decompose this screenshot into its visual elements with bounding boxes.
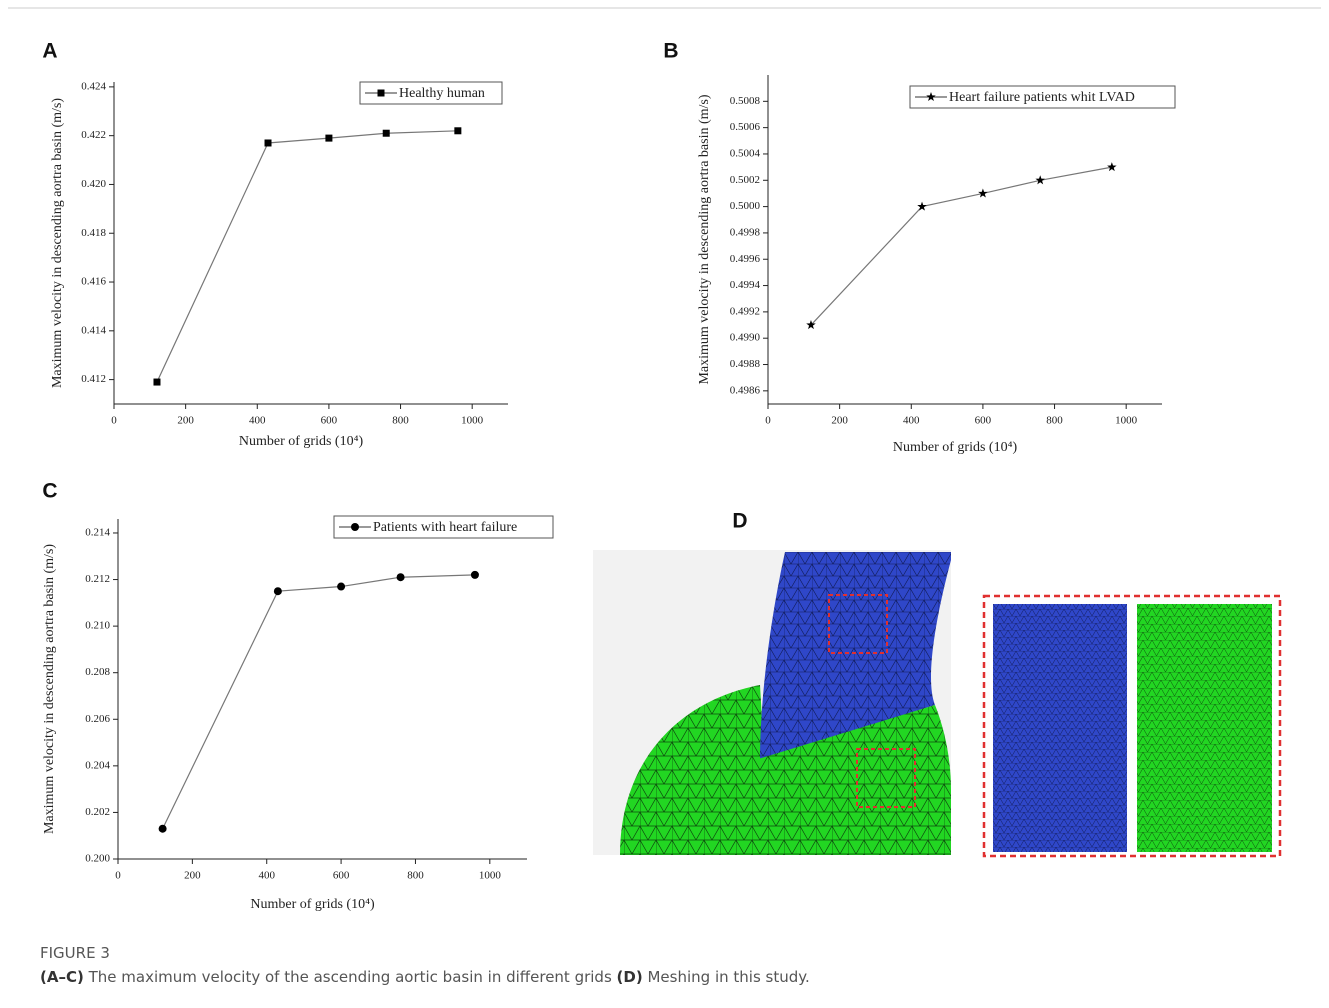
y-tick-label: 0.204 <box>85 759 110 771</box>
panel-label: D <box>732 510 747 533</box>
x-tick-label: 600 <box>975 415 992 427</box>
x-tick-label: 0 <box>111 415 117 427</box>
y-tick-label: 0.4998 <box>730 226 761 238</box>
x-axis-title: Number of grids (10⁴) <box>250 897 375 912</box>
y-tick-label: 0.414 <box>81 324 106 336</box>
panel-label: C <box>42 480 57 503</box>
panel-label: B <box>663 40 678 63</box>
legend-label: Healthy human <box>399 86 485 101</box>
x-axis-title: Number of grids (10⁴) <box>239 434 364 449</box>
mesh-zoom-blue <box>993 604 1127 852</box>
x-tick-label: 800 <box>392 415 409 427</box>
marker <box>454 127 461 134</box>
y-tick-label: 0.424 <box>81 80 106 92</box>
y-axis-title: Maximum velocity in descending aortra ba… <box>42 544 57 834</box>
x-tick-label: 200 <box>184 870 201 882</box>
legend: Patients with heart failure <box>334 516 553 538</box>
x-tick-label: 1000 <box>1115 415 1138 427</box>
marker <box>153 379 160 386</box>
x-tick-label: 600 <box>321 415 338 427</box>
x-tick-label: 0 <box>765 415 771 427</box>
y-tick-label: 0.4988 <box>730 358 761 370</box>
y-tick-label: 0.416 <box>81 276 106 288</box>
y-tick-label: 0.208 <box>85 666 110 678</box>
caption-part: The maximum velocity of the ascending ao… <box>84 968 617 986</box>
y-tick-label: 0.206 <box>85 713 110 725</box>
y-tick-label: 0.200 <box>85 853 110 865</box>
x-tick-label: 600 <box>333 870 350 882</box>
series-line <box>163 575 475 829</box>
legend-label: Patients with heart failure <box>373 520 517 535</box>
legend: Healthy human <box>360 82 502 104</box>
x-tick-label: 400 <box>903 415 920 427</box>
marker <box>1035 175 1045 184</box>
y-tick-label: 0.412 <box>81 373 106 385</box>
marker <box>471 571 479 579</box>
marker <box>325 135 332 142</box>
y-tick-label: 0.5004 <box>730 147 761 159</box>
mesh-zoom-green <box>1137 604 1272 852</box>
y-tick-label: 0.418 <box>81 227 106 239</box>
y-tick-label: 0.4986 <box>730 384 761 396</box>
x-tick-label: 400 <box>258 870 275 882</box>
series-line <box>811 167 1112 325</box>
caption-part: (A–C) <box>40 968 84 986</box>
y-tick-label: 0.5008 <box>730 95 761 107</box>
x-tick-label: 800 <box>1046 415 1063 427</box>
y-tick-label: 0.5000 <box>730 200 761 212</box>
x-tick-label: 0 <box>115 870 121 882</box>
marker <box>383 130 390 137</box>
series-line <box>157 131 458 382</box>
marker <box>397 573 405 581</box>
y-tick-label: 0.5006 <box>730 121 761 133</box>
caption-part: Meshing in this study. <box>643 968 810 986</box>
y-axis-title: Maximum velocity in descending aortra ba… <box>697 94 712 384</box>
y-axis-title: Maximum velocity in descending aortra ba… <box>50 98 65 388</box>
y-tick-label: 0.4990 <box>730 332 761 344</box>
x-tick-label: 1000 <box>461 415 484 427</box>
y-tick-label: 0.4992 <box>730 305 760 317</box>
mesh-image <box>593 550 1280 856</box>
y-tick-label: 0.5002 <box>730 174 760 186</box>
y-tick-label: 0.212 <box>85 573 110 585</box>
marker <box>337 583 345 591</box>
marker <box>265 139 272 146</box>
panel-label: A <box>42 40 57 63</box>
legend-marker <box>378 90 385 97</box>
legend: Heart failure patients whit LVAD <box>910 86 1175 108</box>
x-tick-label: 1000 <box>479 870 502 882</box>
x-axis-title: Number of grids (10⁴) <box>893 440 1018 455</box>
caption-part: (D) <box>617 968 643 986</box>
figure-number: FIGURE 3 <box>40 944 110 962</box>
x-tick-label: 200 <box>831 415 848 427</box>
y-tick-label: 0.4994 <box>730 279 761 291</box>
caption: (A–C) The maximum velocity of the ascend… <box>40 968 810 986</box>
y-tick-label: 0.420 <box>81 178 106 190</box>
x-tick-label: 800 <box>407 870 424 882</box>
y-tick-label: 0.202 <box>85 806 110 818</box>
y-tick-label: 0.422 <box>81 129 106 141</box>
legend-marker <box>351 523 359 531</box>
legend-label: Heart failure patients whit LVAD <box>949 90 1135 105</box>
marker <box>1107 162 1117 171</box>
x-tick-label: 200 <box>177 415 194 427</box>
y-tick-label: 0.214 <box>85 527 110 539</box>
x-tick-label: 400 <box>249 415 266 427</box>
y-tick-label: 0.210 <box>85 620 110 632</box>
y-tick-label: 0.4996 <box>730 253 761 265</box>
marker <box>159 825 167 833</box>
figure: D FIGURE 3 (A–C) The maximum velocity of… <box>0 0 1329 1008</box>
marker <box>274 587 282 595</box>
marker <box>978 188 988 197</box>
